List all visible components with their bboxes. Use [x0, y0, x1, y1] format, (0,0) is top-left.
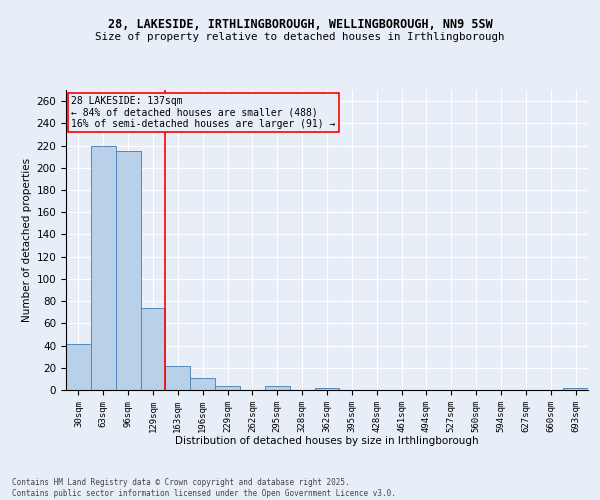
Bar [265, 386, 290, 390]
Bar [166, 366, 190, 390]
Bar [140, 308, 166, 390]
Bar [116, 151, 140, 390]
X-axis label: Distribution of detached houses by size in Irthlingborough: Distribution of detached houses by size … [175, 436, 479, 446]
Bar [563, 388, 588, 390]
Text: Size of property relative to detached houses in Irthlingborough: Size of property relative to detached ho… [95, 32, 505, 42]
Bar [190, 378, 215, 390]
Bar [66, 344, 91, 390]
Text: Contains HM Land Registry data © Crown copyright and database right 2025.
Contai: Contains HM Land Registry data © Crown c… [12, 478, 396, 498]
Text: 28 LAKESIDE: 137sqm
← 84% of detached houses are smaller (488)
16% of semi-detac: 28 LAKESIDE: 137sqm ← 84% of detached ho… [71, 96, 335, 129]
Bar [91, 146, 116, 390]
Text: 28, LAKESIDE, IRTHLINGBOROUGH, WELLINGBOROUGH, NN9 5SW: 28, LAKESIDE, IRTHLINGBOROUGH, WELLINGBO… [107, 18, 493, 30]
Bar [314, 388, 340, 390]
Y-axis label: Number of detached properties: Number of detached properties [22, 158, 32, 322]
Bar [215, 386, 240, 390]
